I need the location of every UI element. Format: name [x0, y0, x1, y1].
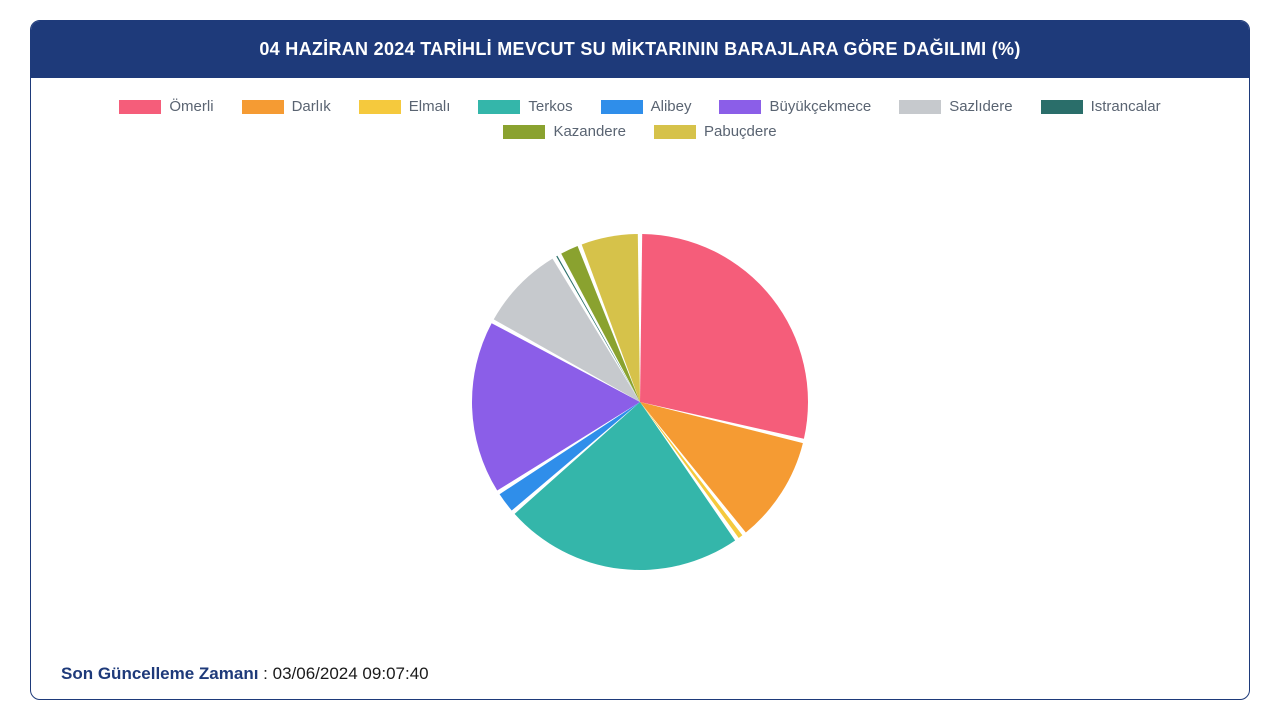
- chart-area: [61, 150, 1219, 654]
- legend-item[interactable]: Pabuçdere: [654, 123, 777, 140]
- legend-label: Kazandere: [553, 123, 626, 140]
- pie-slice[interactable]: [640, 234, 808, 439]
- legend-item[interactable]: Istrancalar: [1041, 98, 1161, 115]
- legend-swatch: [719, 100, 761, 114]
- legend-swatch: [899, 100, 941, 114]
- pie-chart: [470, 232, 810, 572]
- legend-item[interactable]: Büyükçekmece: [719, 98, 871, 115]
- legend-label: Büyükçekmece: [769, 98, 871, 115]
- card-title: 04 HAZİRAN 2024 TARİHLİ MEVCUT SU MİKTAR…: [31, 21, 1249, 78]
- legend-swatch: [1041, 100, 1083, 114]
- card-body: Ömerli Darlık Elmalı Terkos Alibey Büyükçekme…: [31, 78, 1249, 699]
- chart-legend: Ömerli Darlık Elmalı Terkos Alibey Büyükçekme…: [61, 98, 1219, 140]
- legend-label: Alibey: [651, 98, 692, 115]
- legend-item[interactable]: Darlık: [242, 98, 331, 115]
- legend-label: Ömerli: [169, 98, 213, 115]
- legend-swatch: [654, 125, 696, 139]
- legend-label: Terkos: [528, 98, 572, 115]
- legend-swatch: [359, 100, 401, 114]
- legend-item[interactable]: Terkos: [478, 98, 572, 115]
- last-update-value: 03/06/2024 09:07:40: [273, 664, 429, 683]
- legend-swatch: [242, 100, 284, 114]
- legend-label: Istrancalar: [1091, 98, 1161, 115]
- last-update-separator: :: [258, 664, 272, 683]
- legend-label: Sazlıdere: [949, 98, 1012, 115]
- legend-swatch: [503, 125, 545, 139]
- legend-label: Darlık: [292, 98, 331, 115]
- last-update-footer: Son Güncelleme Zamanı : 03/06/2024 09:07…: [61, 654, 1219, 684]
- legend-item[interactable]: Alibey: [601, 98, 692, 115]
- legend-item[interactable]: Kazandere: [503, 123, 626, 140]
- legend-item[interactable]: Ömerli: [119, 98, 213, 115]
- legend-label: Pabuçdere: [704, 123, 777, 140]
- legend-item[interactable]: Sazlıdere: [899, 98, 1012, 115]
- legend-label: Elmalı: [409, 98, 451, 115]
- legend-swatch: [119, 100, 161, 114]
- legend-swatch: [478, 100, 520, 114]
- legend-item[interactable]: Elmalı: [359, 98, 451, 115]
- dashboard-card: 04 HAZİRAN 2024 TARİHLİ MEVCUT SU MİKTAR…: [30, 20, 1250, 700]
- last-update-label: Son Güncelleme Zamanı: [61, 664, 258, 683]
- legend-swatch: [601, 100, 643, 114]
